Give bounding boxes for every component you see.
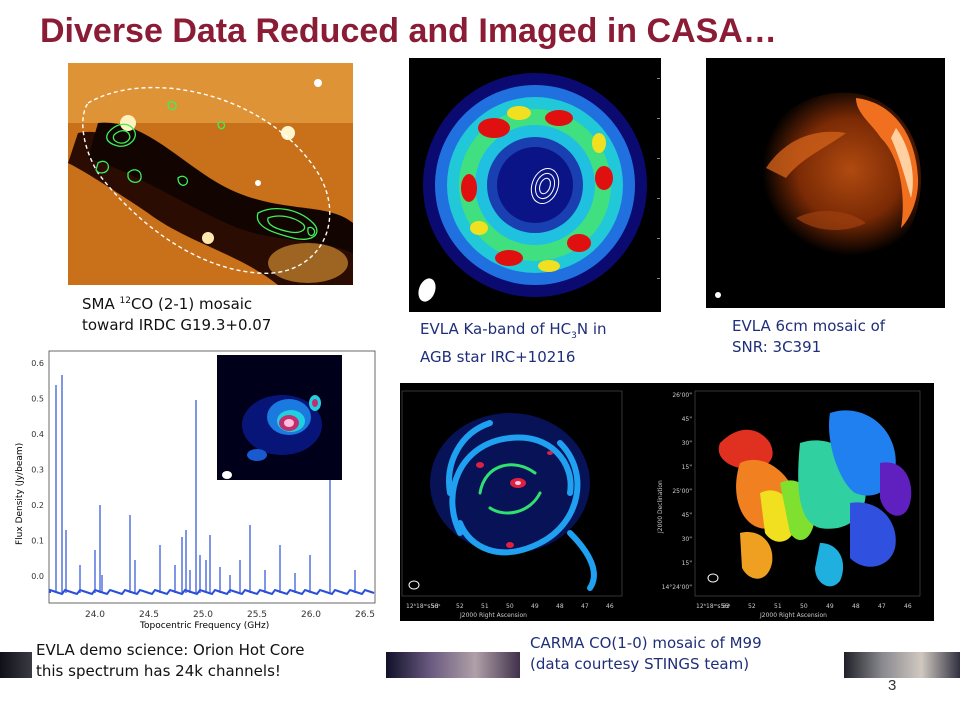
carma-m99-images: 12ʰ18ᵐs56ˢ 53 52 51 50 49 48 47 46 12ʰ18ᵐs56ˢ 53 5… <box>400 383 934 621</box>
carma-right-xtick: 49 <box>826 603 834 610</box>
spectrum-xtick: 26.5 <box>355 610 375 620</box>
carma-right-xtick: 12ʰ18ᵐs56ˢ <box>696 603 730 610</box>
bottom-strip-middle <box>386 652 520 678</box>
bottom-strip-left <box>0 652 32 678</box>
page-number: 3 <box>888 677 897 694</box>
spectrum-svg: 0.6 0.5 0.4 0.3 0.2 0.1 0.0 24.0 24.5 25.0 25.5 26… <box>15 350 376 631</box>
carma-velocity-map <box>694 390 921 597</box>
evla-snr-image <box>706 58 945 308</box>
carma-right-ytick: 14°24'00" <box>662 584 693 591</box>
carma-left-xtick: 47 <box>581 603 589 610</box>
inset-svg <box>217 355 342 480</box>
sma-irdc-image <box>68 63 353 285</box>
carma-right-xtick: 47 <box>878 603 886 610</box>
carma-intensity-map <box>401 390 623 597</box>
carma-right-ytick: 30" <box>682 440 693 447</box>
evla-ring-image <box>409 58 661 312</box>
spectrum-xtick: 24.0 <box>85 610 105 620</box>
spectrum-ylabel: Flux Density (Jy/beam) <box>15 443 25 545</box>
carma-right-xtick: 46 <box>904 603 912 610</box>
bottom-strip-right <box>844 652 960 678</box>
carma-right-ytick: 26'00" <box>672 392 692 399</box>
spectrum-xtick: 26.0 <box>301 610 321 620</box>
carma-right-ytick: 15" <box>682 560 693 567</box>
orion-inset-image <box>217 355 342 480</box>
carma-right-ylabel: J2000 Declination <box>657 480 664 534</box>
spectrum-ytick: 0.4 <box>31 430 44 439</box>
carma-right-yticks: 26'00" 45" 30" 15" 25'00" 45" 30" 15" 14°24'00" <box>662 392 693 591</box>
spectrum-xtick: 25.5 <box>247 610 267 620</box>
carma-right-ytick: 30" <box>682 536 693 543</box>
carma-right-ytick: 45" <box>682 512 693 519</box>
snr-image-svg <box>706 58 945 308</box>
spectrum-ytick: 0.1 <box>31 537 44 546</box>
irdc-image-svg <box>68 63 353 285</box>
slide-title: Diverse Data Reduced and Imaged in CASA… <box>40 12 777 50</box>
carma-left-xtick: 48 <box>556 603 564 610</box>
snr-caption: EVLA 6cm mosaic of SNR: 3C391 <box>732 317 886 356</box>
ring-caption: EVLA Ka-band of HC3N in AGB star IRC+102… <box>420 320 607 366</box>
carma-left-xtick: 52 <box>456 603 464 610</box>
carma-right-xtick: 53 <box>722 603 730 610</box>
carma-right-xlabel: J2000 Right Ascension <box>759 612 827 619</box>
spectrum-ytick: 0.0 <box>31 572 44 581</box>
carma-caption: CARMA CO(1-0) mosaic of M99 (data courte… <box>530 634 762 673</box>
carma-left-xtick: 49 <box>531 603 539 610</box>
carma-right-xtick: 51 <box>774 603 782 610</box>
carma-left-xtick: 46 <box>606 603 614 610</box>
carma-right-xtick: 48 <box>852 603 860 610</box>
carma-right-ytick: 45" <box>682 416 693 423</box>
carma-right-xtick: 50 <box>800 603 808 610</box>
spectrum-ytick: 0.2 <box>31 501 44 510</box>
carma-left-xtick: 12ʰ18ᵐs56ˢ <box>406 603 440 610</box>
carma-left-xtick: 50 <box>506 603 514 610</box>
spectrum-xtick: 25.0 <box>193 610 213 620</box>
ring-image-svg <box>409 58 661 312</box>
carma-left-xtick: 51 <box>481 603 489 610</box>
spectrum-xtick: 24.5 <box>139 610 159 620</box>
carma-left-xtick: 53 <box>431 603 439 610</box>
spectrum-ytick: 0.3 <box>31 466 44 475</box>
carma-right-xtick: 52 <box>748 603 756 610</box>
spectrum-ytick: 0.5 <box>31 395 44 404</box>
spectrum-ytick: 0.6 <box>31 359 44 368</box>
carma-right-ytick: 15" <box>682 464 693 471</box>
carma-right-ytick: 25'00" <box>672 488 692 495</box>
sma-caption: SMA 12CO (2-1) mosaic toward IRDC G19.3+… <box>82 295 272 334</box>
carma-left-xlabel: J2000 Right Ascension <box>459 612 527 619</box>
spectrum-xlabel: Topocentric Frequency (GHz) <box>139 621 269 631</box>
orion-caption: EVLA demo science: Orion Hot Core this s… <box>36 641 305 680</box>
